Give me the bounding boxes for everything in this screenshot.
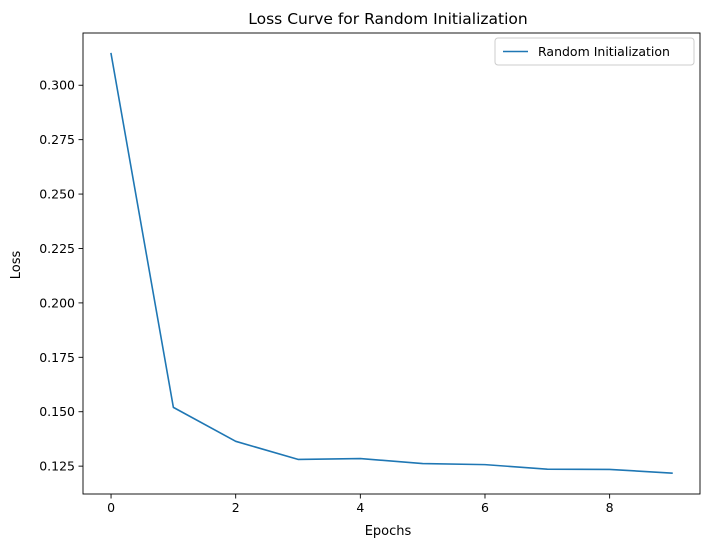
- legend-box: [494, 37, 695, 66]
- x-tick-label: 8: [606, 500, 614, 515]
- y-tick-label: 0.175: [39, 350, 75, 365]
- y-axis-label: Loss: [9, 251, 24, 280]
- y-tick-label: 0.150: [39, 404, 75, 419]
- series-line-0: [110, 52, 673, 474]
- chart-title: Loss Curve for Random Initialization: [248, 10, 527, 28]
- x-tick-label: 2: [232, 500, 240, 515]
- axes-frame: [82, 32, 701, 495]
- plot-area: 0 2 4 6 8 0.125 0.150 0.175 0.200 0.225 0.250 0.275…: [39, 32, 701, 515]
- x-tick-label: 0: [107, 500, 115, 515]
- y-tick-label: 0.225: [39, 241, 75, 256]
- y-tick-label: 0.250: [39, 187, 75, 202]
- y-tick-label: 0.275: [39, 132, 75, 147]
- legend-label: Random Initialization: [538, 44, 670, 59]
- y-tick-label: 0.200: [39, 295, 75, 310]
- y-tick-label: 0.300: [39, 78, 75, 93]
- y-tick-label: 0.125: [39, 459, 75, 474]
- x-tick-label: 4: [356, 500, 364, 515]
- x-axis-label: Epochs: [365, 524, 412, 539]
- x-tick-label: 6: [481, 500, 489, 515]
